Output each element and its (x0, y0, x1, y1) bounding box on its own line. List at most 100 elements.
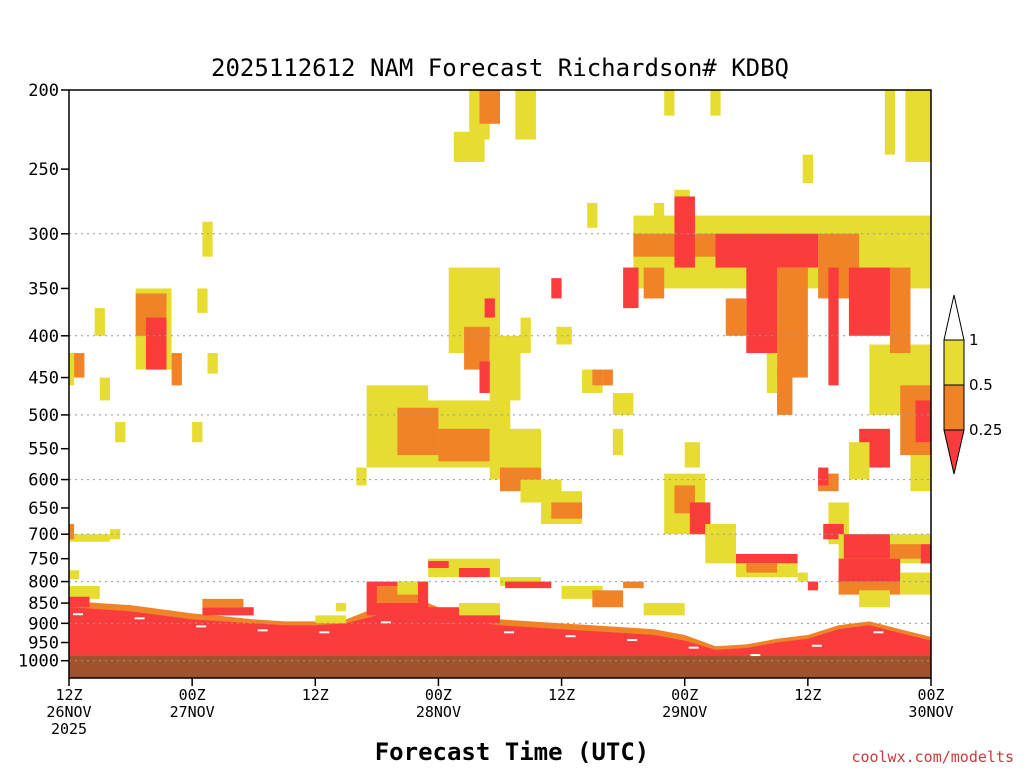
ri-region-lt_0p25-29 (915, 400, 931, 443)
y-tick-label-300: 300 (28, 225, 59, 245)
ri-region-0p5_1-6 (884, 90, 896, 155)
ri-region-0p5_1-5 (710, 90, 721, 116)
ri-region-0p5_1-2 (453, 131, 485, 162)
ri-region-lt_0p25-19 (848, 267, 890, 336)
y-tick-label-450: 450 (28, 369, 59, 389)
ri-region-0p5_1-59 (69, 353, 75, 386)
ri-region-0p5_1-99 (643, 603, 685, 616)
ri-region-0p5_1-85 (859, 590, 890, 608)
x-tick-label-36-0: 00Z (425, 686, 452, 704)
ri-region-0p5_1-36 (489, 335, 521, 401)
y-tick-label-200: 200 (28, 81, 59, 101)
surface-layer-gap (935, 646, 945, 649)
ri-region-0p5_1-31 (848, 442, 870, 480)
ri-region-0p5_1-64 (202, 221, 213, 257)
legend-label-1: 0.5 (969, 376, 993, 394)
y-axis: 200 250 300 350 400 450 500 550 600 650 700 750 8008… (18, 81, 69, 672)
ri-region-lt_0p25-75 (818, 467, 829, 486)
ri-region-0p5_1-54 (192, 421, 203, 443)
ri-region-0p5_1-56 (99, 377, 111, 401)
ri-region-lt_0p25-92 (428, 561, 449, 569)
surface-layer-gap (73, 613, 83, 616)
x-tick-label-12-0: 00Z (179, 686, 206, 704)
ri-region-0p5_1-104 (458, 603, 500, 616)
x-tick-label-0-1: 26NOV (46, 703, 91, 721)
ri-region-0p25_0p5-21 (725, 298, 747, 336)
ri-region-lt_0p25-81 (920, 544, 931, 564)
ri-region-0p5_1-72 (612, 428, 624, 456)
surface-layer-gap (134, 617, 145, 620)
legend-label-0: 1 (969, 331, 979, 349)
surface-layer-gap (504, 631, 514, 634)
ri-region-0p25_0p5-98 (623, 581, 644, 589)
ri-region-0p25_0p5-110 (69, 523, 75, 540)
ri-region-0p5_1-55 (115, 421, 126, 443)
ri-region-0p25_0p5-80 (889, 544, 921, 559)
y-tick-label-850: 850 (28, 594, 59, 614)
surface-layer-gap (873, 631, 884, 634)
ri-region-0p5_1-11 (653, 202, 665, 228)
ri-region-0p5_1-111 (110, 529, 121, 540)
y-tick-label-500: 500 (28, 406, 59, 426)
surface-layer-gap (380, 621, 391, 624)
surface-layer-gap (688, 646, 699, 649)
ri-region-0p5_1-66 (207, 353, 218, 374)
x-tick-label-0-2: 2025 (51, 720, 87, 738)
surface-layer-gap (627, 639, 638, 642)
ri-region-0p5_1-25 (766, 353, 778, 393)
ri-region-0p25_0p5-3 (479, 90, 500, 124)
ri-region-lt_0p25-14 (674, 196, 695, 268)
y-tick-label-900: 900 (28, 614, 59, 634)
ri-region-0p25_0p5-27 (889, 267, 911, 354)
y-tick-label-250: 250 (28, 160, 59, 180)
x-tick-label-24-0: 12Z (302, 686, 329, 704)
legend-swatch-1 (943, 339, 965, 386)
ri-region-0p5_1-102 (397, 581, 418, 595)
legend-swatch-3 (943, 429, 965, 475)
ri-region-lt_0p25-108 (69, 596, 90, 608)
surface-layer-gap (565, 635, 576, 638)
ri-region-0p5_1-0 (515, 90, 536, 140)
ri-region-0p5_1-73 (612, 392, 634, 415)
ri-region-0p5_1-114 (335, 603, 347, 612)
x-axis-title: Forecast Time (UTC) (375, 738, 650, 766)
ri-region-0p5_1-70 (705, 523, 737, 564)
x-tick-label-36-1: 28NOV (416, 703, 461, 721)
ri-region-0p25_0p5-23 (643, 267, 665, 299)
ri-region-0p25_0p5-46 (397, 407, 439, 456)
surface-layer-gap (319, 631, 330, 634)
x-tick-label-12-1: 27NOV (170, 703, 215, 721)
y-tick-label-800: 800 (28, 573, 59, 593)
ri-region-lt_0p25-16 (746, 256, 778, 354)
ri-region-0p25_0p5-52 (551, 502, 583, 519)
ri-region-0p25_0p5-43 (602, 369, 613, 386)
ri-region-0p5_1-4 (664, 90, 675, 116)
ri-region-0p5_1-53 (356, 467, 367, 486)
ri-region-lt_0p25-62 (145, 317, 167, 370)
ri-region-0p5_1-32 (910, 455, 931, 492)
ri-region-0p25_0p5-42 (592, 369, 603, 386)
legend-swatch-0 (943, 294, 965, 341)
ri-region-lt_0p25-20 (828, 267, 839, 386)
ri-region-lt_0p25-83 (838, 558, 901, 582)
surface-layer-gap (257, 629, 268, 632)
ri-region-0p5_1-109 (69, 534, 111, 542)
ri-region-0p5_1-107 (69, 585, 100, 599)
ri-region-0p25_0p5-63 (171, 353, 182, 386)
x-tick-label-72-0: 12Z (794, 686, 821, 704)
y-tick-label-700: 700 (28, 525, 59, 545)
surface-layer-red-band (69, 607, 931, 656)
ri-region-lt_0p25-38 (484, 298, 495, 318)
ri-region-lt_0p25-86 (736, 553, 798, 564)
ground-layer (69, 655, 931, 678)
credit-text: coolwx.com/modelts (851, 748, 1014, 766)
ri-region-0p5_1-39 (556, 326, 572, 345)
plot-frame (68, 89, 932, 679)
ri-region-0p25_0p5-88 (746, 563, 778, 573)
surface-layer-gap (811, 644, 822, 647)
ri-region-0p25_0p5-97 (592, 590, 624, 608)
ri-region-0p5_1-7 (905, 90, 931, 162)
surface-layer-gap (750, 654, 761, 657)
